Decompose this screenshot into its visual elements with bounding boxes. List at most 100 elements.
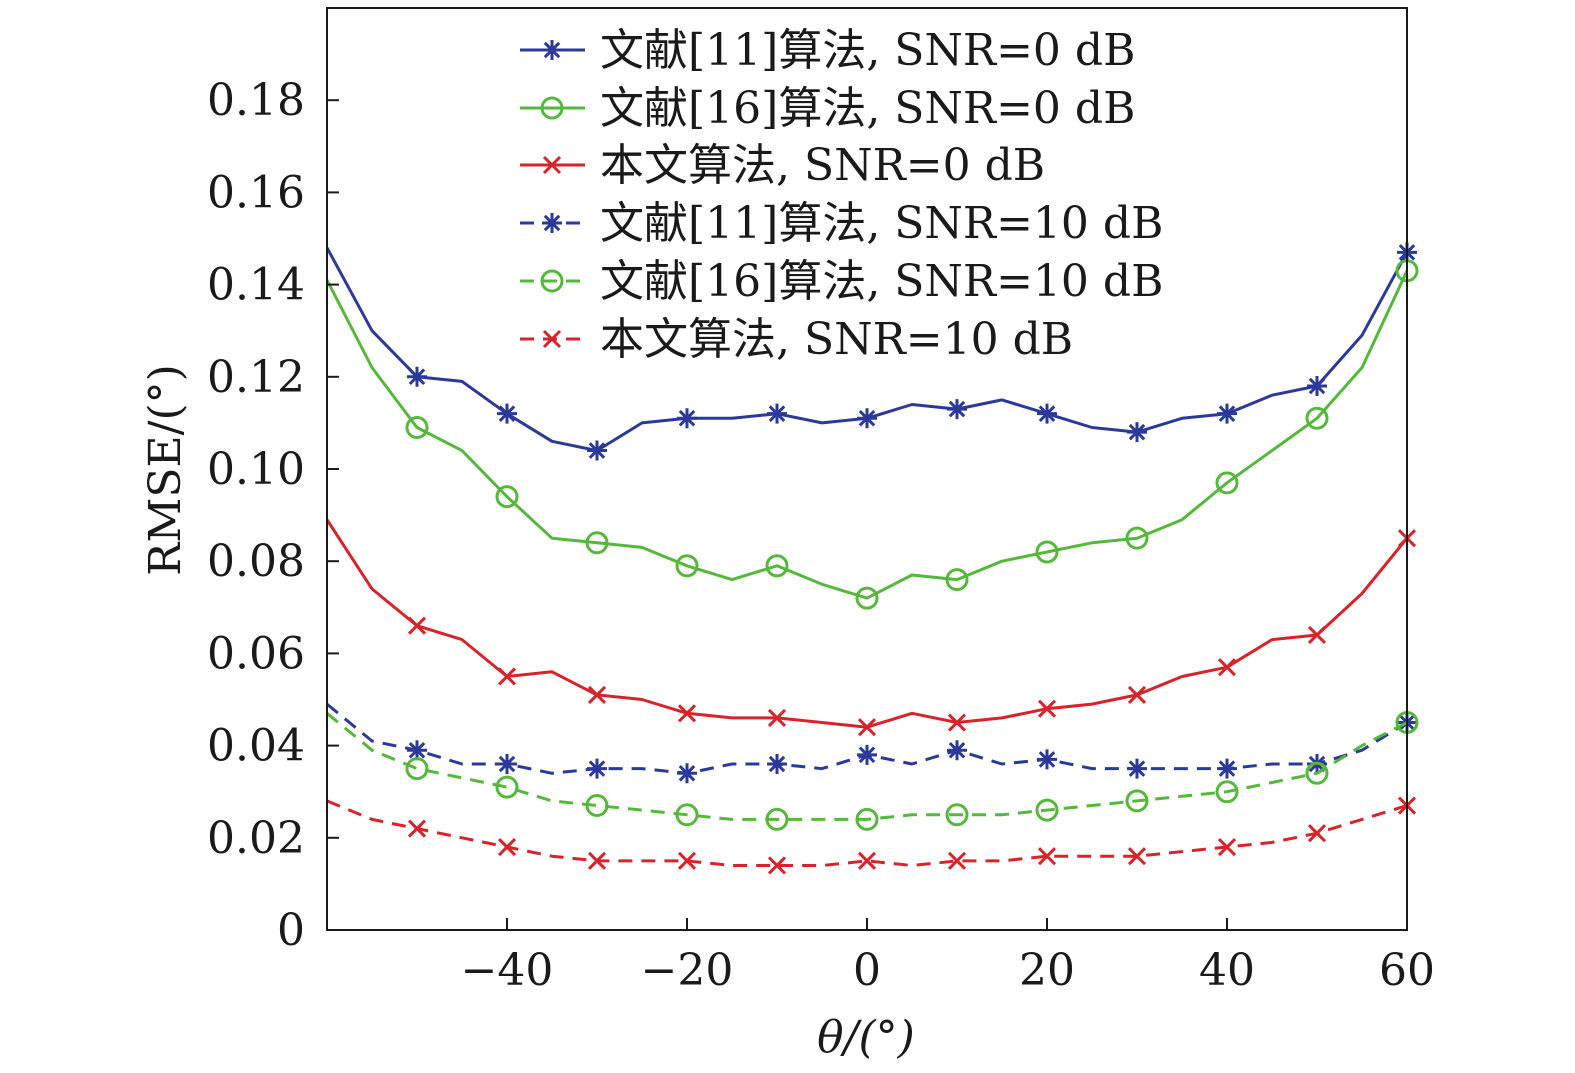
data-point <box>1125 789 1149 813</box>
data-point <box>587 440 607 461</box>
data-point <box>945 803 969 827</box>
data-point <box>677 408 697 429</box>
y-tick-label: 0.16 <box>207 167 305 218</box>
data-point <box>1127 685 1147 704</box>
y-tick-label: 0.14 <box>207 260 305 311</box>
data-point <box>1037 403 1057 424</box>
data-point <box>765 807 789 831</box>
x-tick-label: 0 <box>853 945 881 996</box>
data-point <box>587 685 607 704</box>
data-point <box>497 837 517 857</box>
legend-swatch-marker <box>542 213 562 233</box>
y-tick-label: 0 <box>277 905 305 956</box>
data-point <box>407 819 427 838</box>
data-point <box>1305 406 1329 430</box>
legend-label: 文献[16]算法, SNR=0 dB <box>600 83 1135 134</box>
legend-swatch-marker <box>542 155 562 175</box>
series-4 <box>326 702 1417 784</box>
data-point <box>857 408 877 429</box>
series-1 <box>325 242 1417 461</box>
data-point <box>1127 847 1147 866</box>
data-point <box>947 851 967 870</box>
x-axis-title: θ/(°) <box>817 1012 915 1063</box>
data-point <box>1217 403 1237 424</box>
data-point <box>497 754 517 775</box>
plot-series <box>325 242 1419 875</box>
data-point <box>587 851 607 870</box>
data-point <box>857 744 877 765</box>
data-point <box>1037 847 1057 866</box>
data-point <box>495 485 519 509</box>
legend-swatch-marker <box>540 269 564 293</box>
data-point <box>1127 758 1147 779</box>
legend-swatch-marker <box>542 40 562 60</box>
data-point <box>857 718 877 737</box>
data-point <box>767 856 787 875</box>
legend-entry-4: 文献[11]算法, SNR=10 dB <box>520 198 1163 249</box>
data-point <box>677 763 697 784</box>
legend-swatch-marker <box>542 329 562 349</box>
series-2 <box>325 259 1419 610</box>
data-point <box>767 403 787 424</box>
legend-label: 本文算法, SNR=10 dB <box>600 314 1073 365</box>
data-point <box>1215 471 1239 495</box>
legend-entry-5: 文献[16]算法, SNR=10 dB <box>520 256 1163 307</box>
data-point <box>407 616 427 635</box>
data-point <box>675 803 699 827</box>
y-tick-label: 0.04 <box>207 721 305 772</box>
data-point <box>495 775 519 799</box>
y-tick-label: 0.10 <box>207 444 305 495</box>
data-point <box>1125 526 1149 550</box>
data-point <box>587 758 607 779</box>
data-point <box>497 667 517 686</box>
data-point <box>855 807 879 831</box>
data-point <box>497 403 517 424</box>
data-point <box>1307 824 1327 843</box>
series-3 <box>325 518 1417 737</box>
data-point <box>1307 376 1327 397</box>
data-point <box>407 740 427 761</box>
data-point <box>765 554 789 578</box>
data-point <box>675 554 699 578</box>
data-point <box>947 740 967 761</box>
series-line <box>326 712 1408 821</box>
x-tick-label: 20 <box>1019 945 1075 996</box>
data-point <box>405 757 429 781</box>
data-point <box>1035 798 1059 822</box>
data-point <box>677 851 697 870</box>
data-point <box>855 586 879 610</box>
data-point <box>947 399 967 420</box>
series-line <box>325 518 1409 729</box>
data-point <box>1037 699 1057 718</box>
y-tick-label: 0.12 <box>207 352 305 403</box>
data-point <box>767 708 787 728</box>
legend-swatch-marker <box>540 96 564 120</box>
data-point <box>947 713 967 732</box>
y-axis-title: RMSE/(°) <box>140 364 191 576</box>
x-tick-label: −20 <box>641 945 734 996</box>
legend-entry-2: 文献[16]算法, SNR=0 dB <box>520 83 1135 134</box>
data-point <box>585 794 609 818</box>
data-point <box>1307 625 1327 645</box>
y-axis: 0 0.02 0.04 0.06 0.08 0.10 0.12 0.14 0.16 0.18 <box>207 75 339 956</box>
data-point <box>945 568 969 592</box>
data-point <box>677 704 697 723</box>
legend-entry-6: 本文算法, SNR=10 dB <box>520 314 1073 365</box>
data-point <box>1217 658 1237 677</box>
data-point <box>585 531 609 555</box>
legend-label: 本文算法, SNR=0 dB <box>600 140 1045 191</box>
data-point <box>857 851 877 870</box>
legend-entry-1: 文献[11]算法, SNR=0 dB <box>520 25 1135 76</box>
legend-label: 文献[11]算法, SNR=10 dB <box>600 198 1163 249</box>
legend-label: 文献[16]算法, SNR=10 dB <box>600 256 1163 307</box>
x-axis: −40 −20 0 20 40 60 <box>461 918 1435 996</box>
x-tick-label: 60 <box>1379 945 1435 996</box>
x-tick-label: 40 <box>1199 945 1255 996</box>
data-point <box>1217 758 1237 779</box>
legend: 文献[11]算法, SNR=0 dB 文献[16]算法, SNR=0 dB 本文算法… <box>520 25 1163 365</box>
y-tick-label: 0.08 <box>207 536 305 587</box>
data-point <box>1305 761 1329 785</box>
y-tick-label: 0.06 <box>207 628 305 679</box>
data-point <box>767 754 787 775</box>
